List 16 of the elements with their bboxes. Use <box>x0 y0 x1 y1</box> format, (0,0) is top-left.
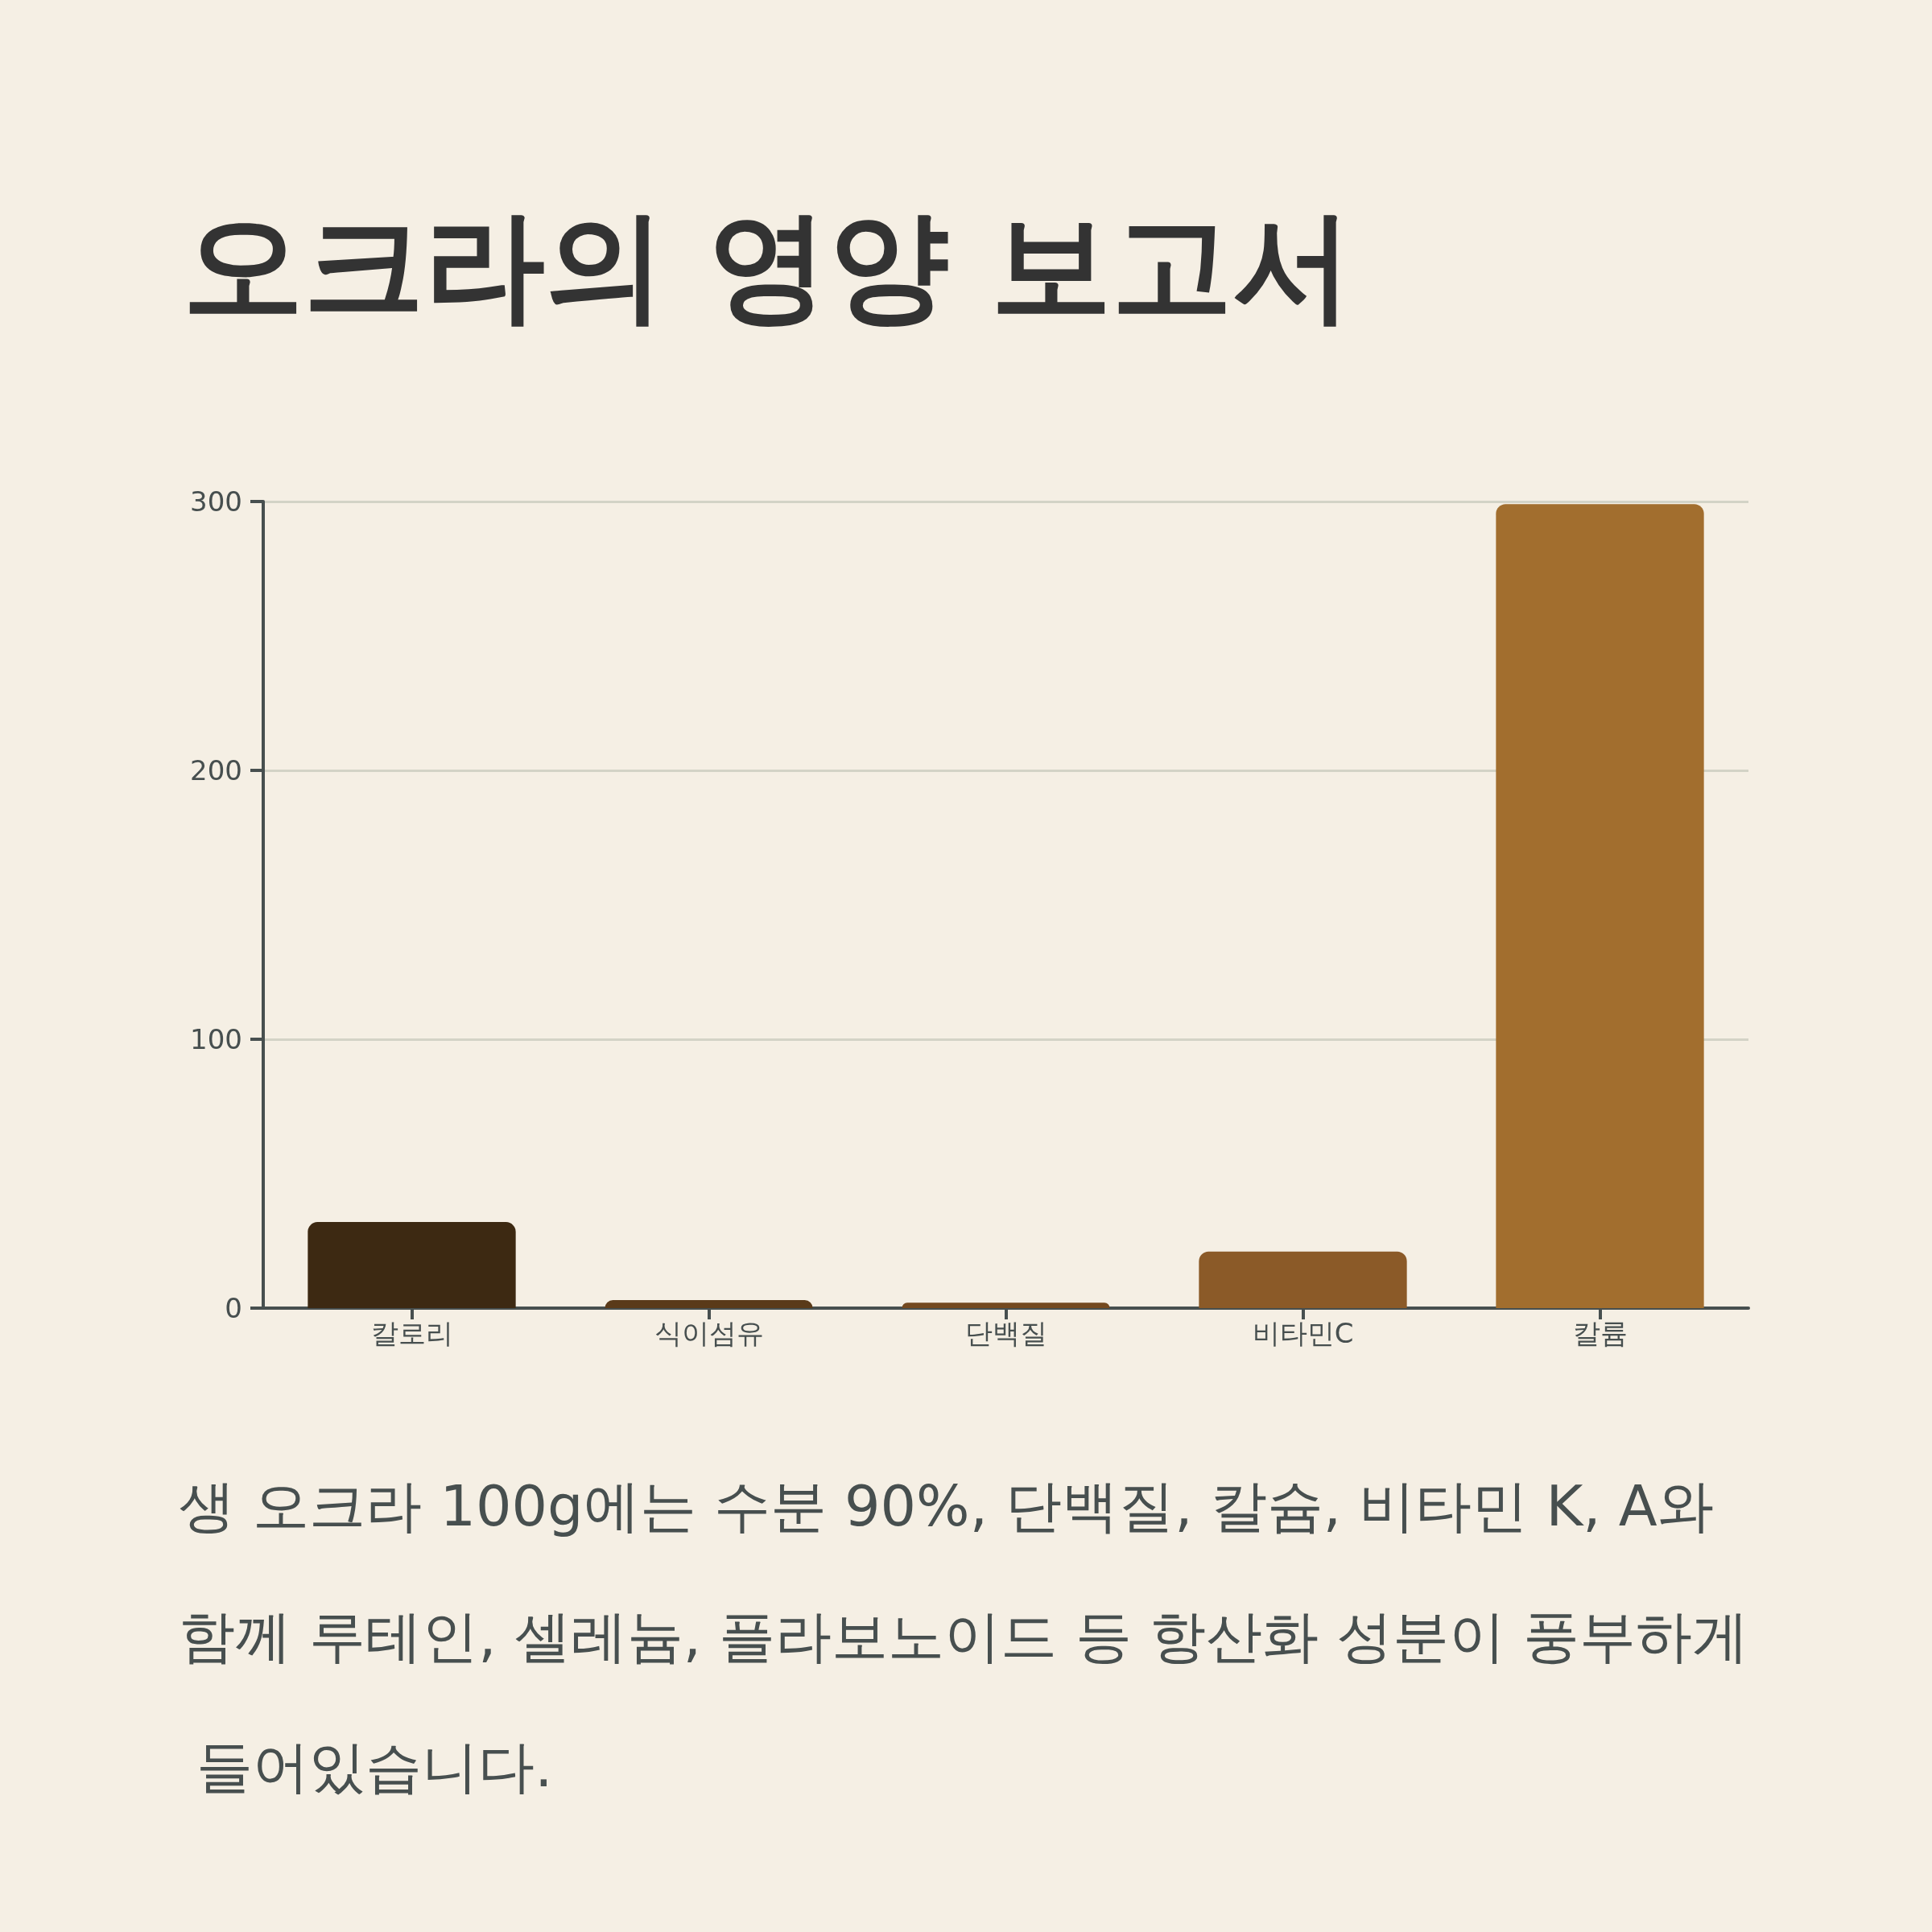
y-tick-label: 200 <box>190 754 242 786</box>
x-tick-label: 비타민C <box>1252 1317 1354 1349</box>
bar <box>1496 504 1704 1308</box>
text: 생 오크라 100g에는 수분 90%, 단백질, 칼슘, 비타민 K, A와 함께 루테인, 셀레늄, 플라보노이드 등 항산화 성분이 풍부하게 들어있습니다. <box>179 1473 1749 1800</box>
y-tick-label: 100 <box>190 1023 242 1055</box>
x-tick-label: 식이섬유 <box>654 1317 764 1349</box>
bar <box>605 1299 813 1308</box>
x-tick-label: 단백질 <box>964 1317 1047 1349</box>
x-tick-label: 칼로리 <box>370 1317 453 1349</box>
x-tick-label: 칼륨 <box>1572 1317 1628 1349</box>
y-tick-label: 300 <box>190 485 242 518</box>
chart-title: 오크라의 영양 보고서 <box>183 196 1354 336</box>
bar <box>902 1302 1110 1308</box>
bar <box>308 1222 516 1308</box>
bar <box>1199 1251 1407 1308</box>
y-tick-label: 0 <box>225 1292 242 1324</box>
